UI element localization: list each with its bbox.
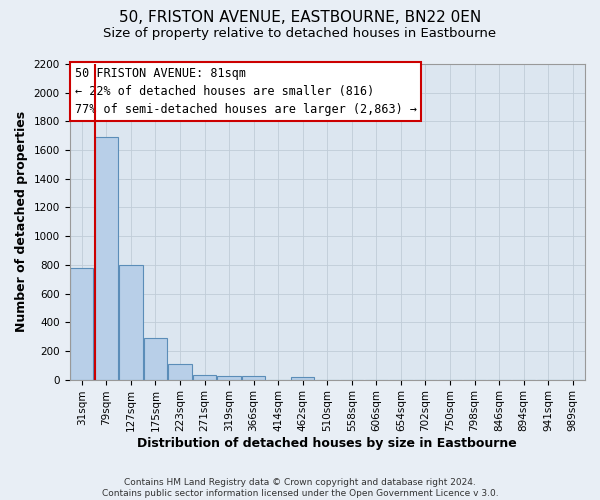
- Text: Contains HM Land Registry data © Crown copyright and database right 2024.
Contai: Contains HM Land Registry data © Crown c…: [101, 478, 499, 498]
- X-axis label: Distribution of detached houses by size in Eastbourne: Distribution of detached houses by size …: [137, 437, 517, 450]
- Bar: [217, 376, 241, 380]
- Text: Size of property relative to detached houses in Eastbourne: Size of property relative to detached ho…: [103, 28, 497, 40]
- Bar: [70, 268, 94, 380]
- Bar: [291, 376, 314, 380]
- Bar: [95, 137, 118, 380]
- Bar: [169, 364, 191, 380]
- Text: 50 FRISTON AVENUE: 81sqm
← 22% of detached houses are smaller (816)
77% of semi-: 50 FRISTON AVENUE: 81sqm ← 22% of detach…: [74, 67, 416, 116]
- Bar: [144, 338, 167, 380]
- Y-axis label: Number of detached properties: Number of detached properties: [15, 111, 28, 332]
- Text: 50, FRISTON AVENUE, EASTBOURNE, BN22 0EN: 50, FRISTON AVENUE, EASTBOURNE, BN22 0EN: [119, 10, 481, 25]
- Bar: [193, 374, 216, 380]
- Bar: [119, 265, 143, 380]
- Bar: [242, 376, 265, 380]
